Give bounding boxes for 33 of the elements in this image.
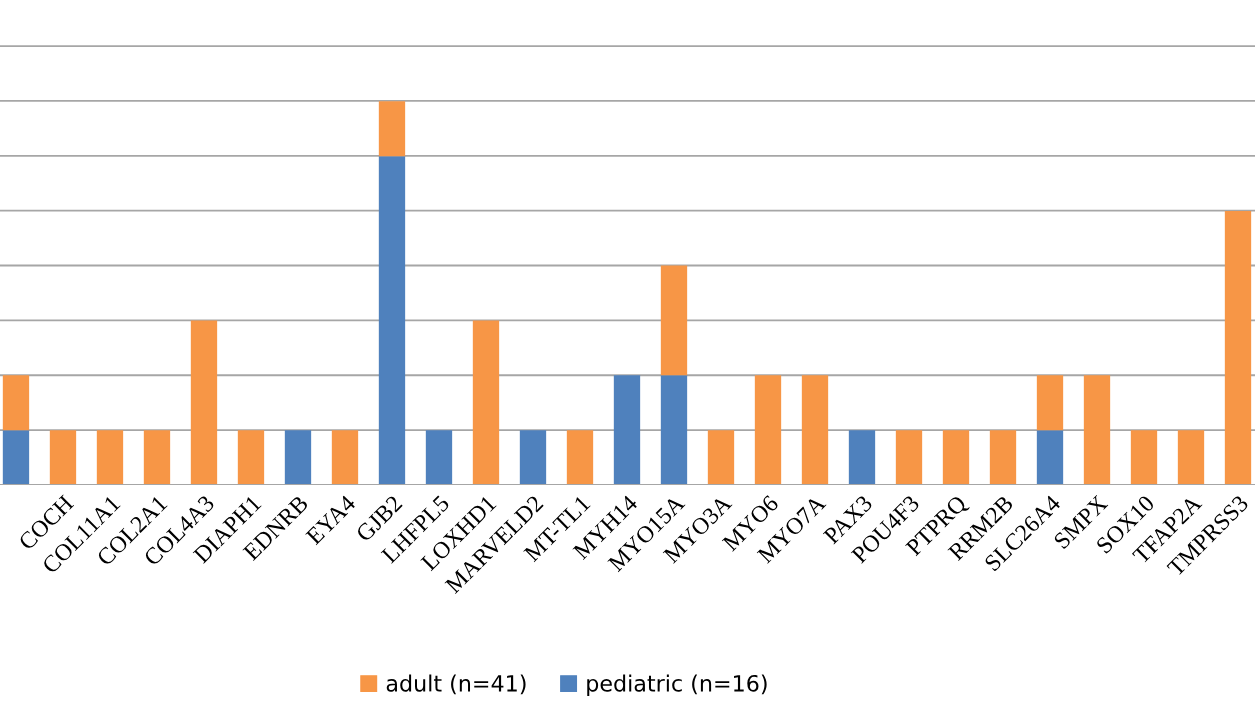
bar	[989, 430, 1017, 485]
bar	[2, 375, 30, 431]
bar	[284, 430, 312, 485]
bar	[237, 430, 265, 485]
bar	[2, 430, 30, 485]
bar	[49, 430, 77, 485]
bar	[895, 430, 923, 485]
bar	[1177, 430, 1205, 485]
bar	[96, 430, 124, 485]
bar	[707, 430, 735, 485]
bar	[331, 430, 359, 485]
bar	[190, 320, 218, 485]
bar	[1083, 375, 1111, 485]
bar	[801, 375, 829, 485]
bar	[519, 430, 547, 485]
bar	[848, 430, 876, 485]
bar	[754, 375, 782, 485]
bar	[660, 265, 688, 376]
legend-label: adult (n=41)	[386, 674, 526, 695]
bar	[472, 320, 500, 485]
bar	[1036, 430, 1064, 485]
bar	[378, 156, 406, 485]
bar	[1036, 375, 1064, 431]
bar	[660, 375, 688, 485]
legend-label: pediatric (n=16)	[587, 674, 767, 696]
bar	[143, 430, 171, 485]
bar	[378, 101, 406, 157]
bar	[425, 430, 453, 485]
bar	[942, 430, 970, 485]
bar	[1130, 430, 1158, 485]
bar	[566, 430, 594, 485]
bar	[613, 375, 641, 485]
bar	[1224, 211, 1252, 485]
